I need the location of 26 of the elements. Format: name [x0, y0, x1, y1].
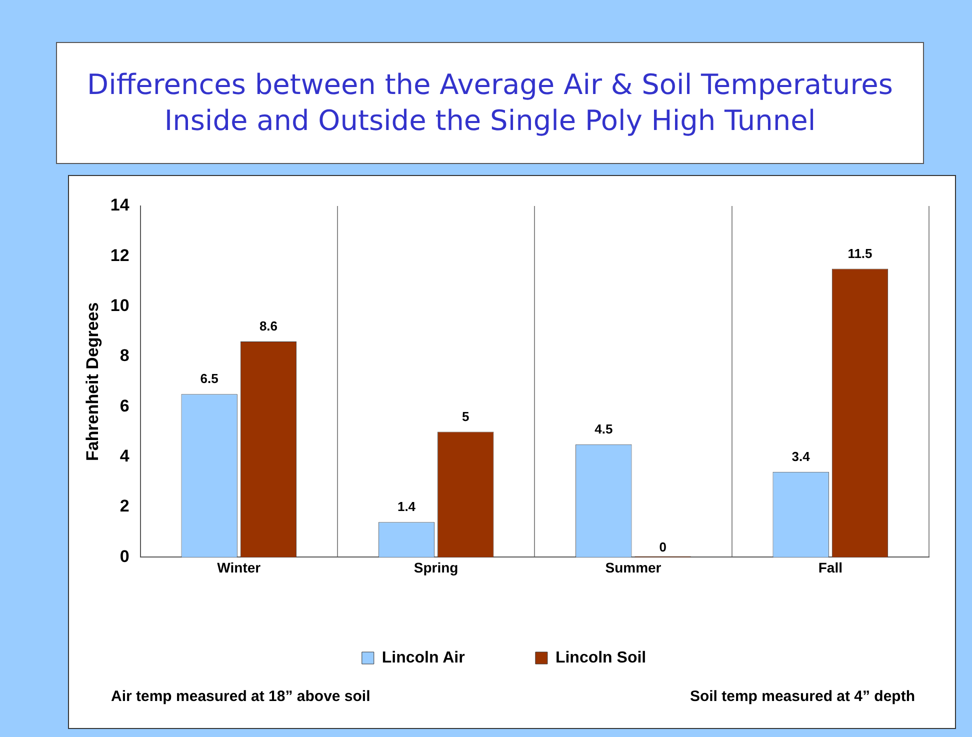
data-label: 0: [659, 539, 666, 554]
data-label: 8.6: [259, 318, 278, 334]
data-label: 4.5: [594, 421, 613, 436]
x-tick-label: Fall: [818, 559, 842, 576]
y-tick-label: 0: [120, 546, 130, 566]
data-label: 3.4: [792, 448, 811, 464]
y-tick-label: 12: [110, 246, 130, 265]
y-tick-label: 4: [120, 446, 130, 466]
x-tick-label: Summer: [605, 559, 662, 576]
data-label: 1.4: [397, 499, 416, 514]
data-label: 6.5: [200, 371, 218, 386]
x-tick-label: Winter: [217, 559, 262, 576]
y-tick-label: 2: [120, 496, 130, 516]
y-tick-label: 8: [120, 346, 130, 366]
legend-label: Lincoln Air: [382, 649, 465, 666]
text: Air temp measured at 18” above soil: [111, 688, 370, 705]
y-tick-label: 14: [110, 196, 130, 215]
legend-label: Lincoln Soil: [555, 649, 646, 666]
data-label: 5: [462, 408, 470, 424]
data-label: 11.5: [848, 246, 872, 261]
x-tick-label: Spring: [414, 559, 458, 576]
text: Soil temp measured at 4” depth: [690, 688, 915, 705]
y-axis-title: Fahrenheit Degrees: [82, 302, 102, 461]
y-tick-label: 6: [120, 396, 130, 416]
y-tick-label: 10: [110, 296, 130, 316]
chart-title: Differences between the Average Air & Soil Temperatures Inside and Outside the Single Poly High Tunnel: [56, 42, 924, 164]
